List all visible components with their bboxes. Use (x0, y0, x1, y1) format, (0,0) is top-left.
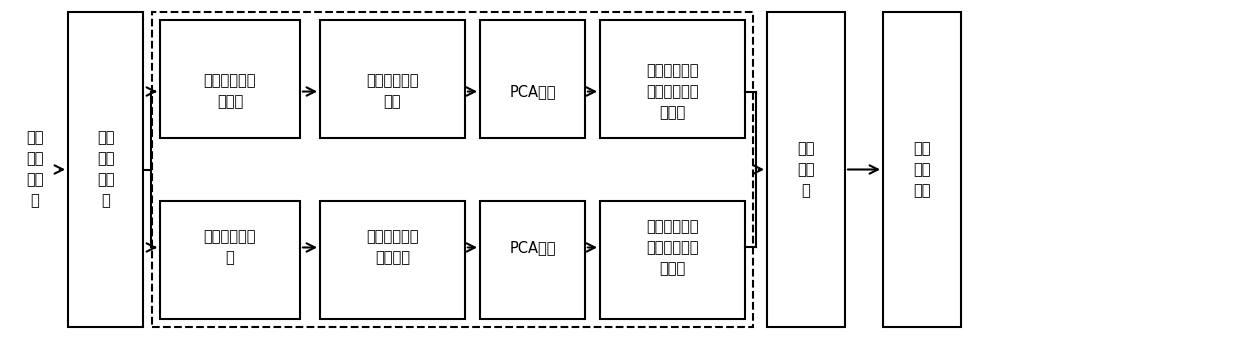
Text: 语音情感信号
预处理: 语音情感信号 预处理 (203, 74, 257, 109)
Bar (480, 20, 585, 138)
Bar (160, 201, 300, 319)
Text: 原始
音视
频数
据: 原始 音视 频数 据 (26, 131, 43, 208)
Bar (320, 201, 465, 319)
Text: 基于朴素贝叶
斯的语音情感
分类器: 基于朴素贝叶 斯的语音情感 分类器 (646, 63, 699, 120)
Bar (480, 201, 585, 319)
Bar (153, 12, 753, 327)
Bar (883, 12, 961, 327)
Bar (768, 12, 844, 327)
Text: 面部表情预处
理: 面部表情预处 理 (203, 230, 257, 265)
Text: 语音情感特征
提取: 语音情感特征 提取 (366, 74, 419, 109)
Bar (600, 20, 745, 138)
Text: 音视
频片
段截
取: 音视 频片 段截 取 (97, 131, 114, 208)
Text: 面部表情情感
特征提取: 面部表情情感 特征提取 (366, 230, 419, 265)
Text: PCA降维: PCA降维 (510, 84, 556, 99)
Bar (160, 20, 300, 138)
Bar (600, 201, 745, 319)
Text: 最终
识别
结果: 最终 识别 结果 (913, 141, 931, 198)
Text: 基于朴素贝叶
斯的面部表情
分类器: 基于朴素贝叶 斯的面部表情 分类器 (646, 219, 699, 276)
Text: PCA降维: PCA降维 (510, 240, 556, 255)
Text: 决策
级融
合: 决策 级融 合 (797, 141, 815, 198)
Bar (68, 12, 143, 327)
Bar (320, 20, 465, 138)
